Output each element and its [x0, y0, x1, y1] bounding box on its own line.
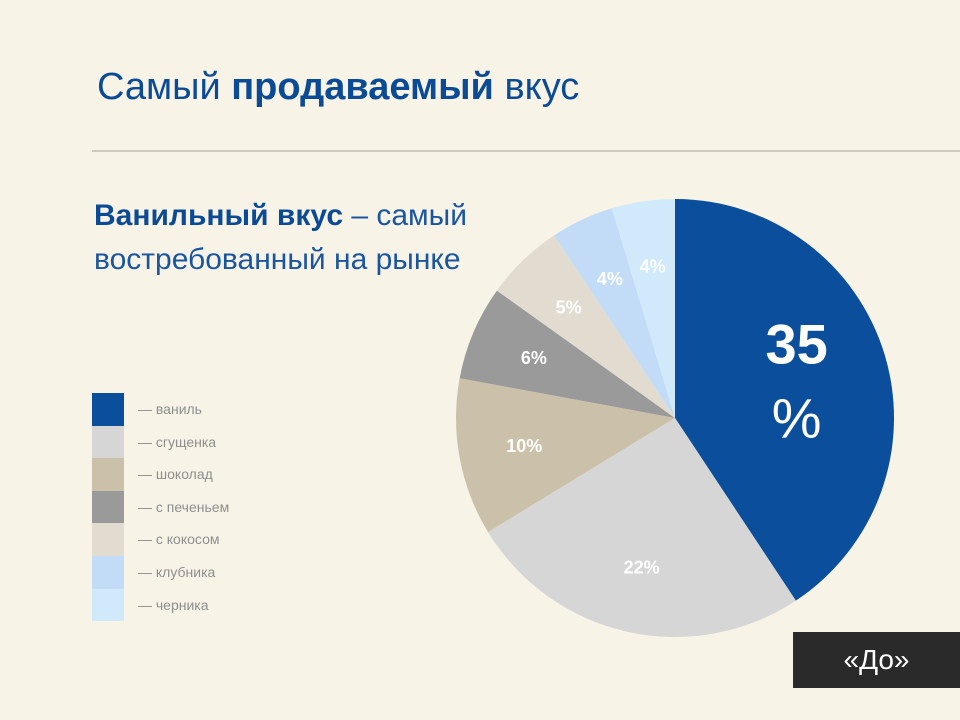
legend-label: — ваниль: [138, 401, 202, 417]
slice-value-label: 22%: [624, 558, 660, 578]
pie-slice: [496, 235, 675, 418]
legend-swatch: [92, 458, 124, 491]
legend-label: — с печеньем: [138, 498, 230, 515]
legend-label: — черника: [138, 596, 209, 613]
title-prefix: Самый: [97, 66, 232, 108]
title-bold: продаваемый: [231, 66, 494, 108]
legend-swatch: [92, 490, 124, 524]
legend-swatch: [92, 588, 124, 622]
before-badge: «До»: [793, 632, 960, 688]
pie-slice: [611, 199, 675, 418]
legend-swatch: [92, 523, 124, 556]
slide-subtitle: Ванильный вкус – самый востребованный на…: [94, 194, 494, 282]
slice-value-label: 10%: [506, 436, 542, 456]
legend-swatch: [92, 425, 124, 459]
slice-value-label: 5%: [556, 298, 582, 318]
slice-value-label: 35%: [765, 312, 827, 449]
pie-slice: [554, 208, 675, 418]
legend-label: — клубника: [138, 563, 216, 580]
slice-value-label: 6%: [521, 348, 547, 368]
legend-label: — шоколад: [138, 466, 213, 483]
pie-slice: [456, 378, 675, 533]
pie-slice: [459, 290, 675, 418]
slice-value-label: 4%: [597, 269, 623, 289]
legend-label: — с кокосом: [138, 531, 220, 548]
pie-slice: [675, 199, 894, 601]
slice-value-label: 4%: [640, 256, 666, 276]
pie-slice: [488, 418, 796, 637]
legend-label: — сгущенка: [138, 433, 217, 450]
subtitle-rest: – самый востребованный на рынке: [94, 199, 467, 276]
legend-swatch: [92, 393, 124, 426]
subtitle-bold: Ванильный вкус: [94, 199, 344, 232]
title-divider: [92, 150, 960, 152]
title-suffix: вкус: [493, 66, 580, 108]
legend-swatch: [92, 555, 124, 589]
slide-title: Самый продаваемый вкус: [97, 66, 579, 109]
